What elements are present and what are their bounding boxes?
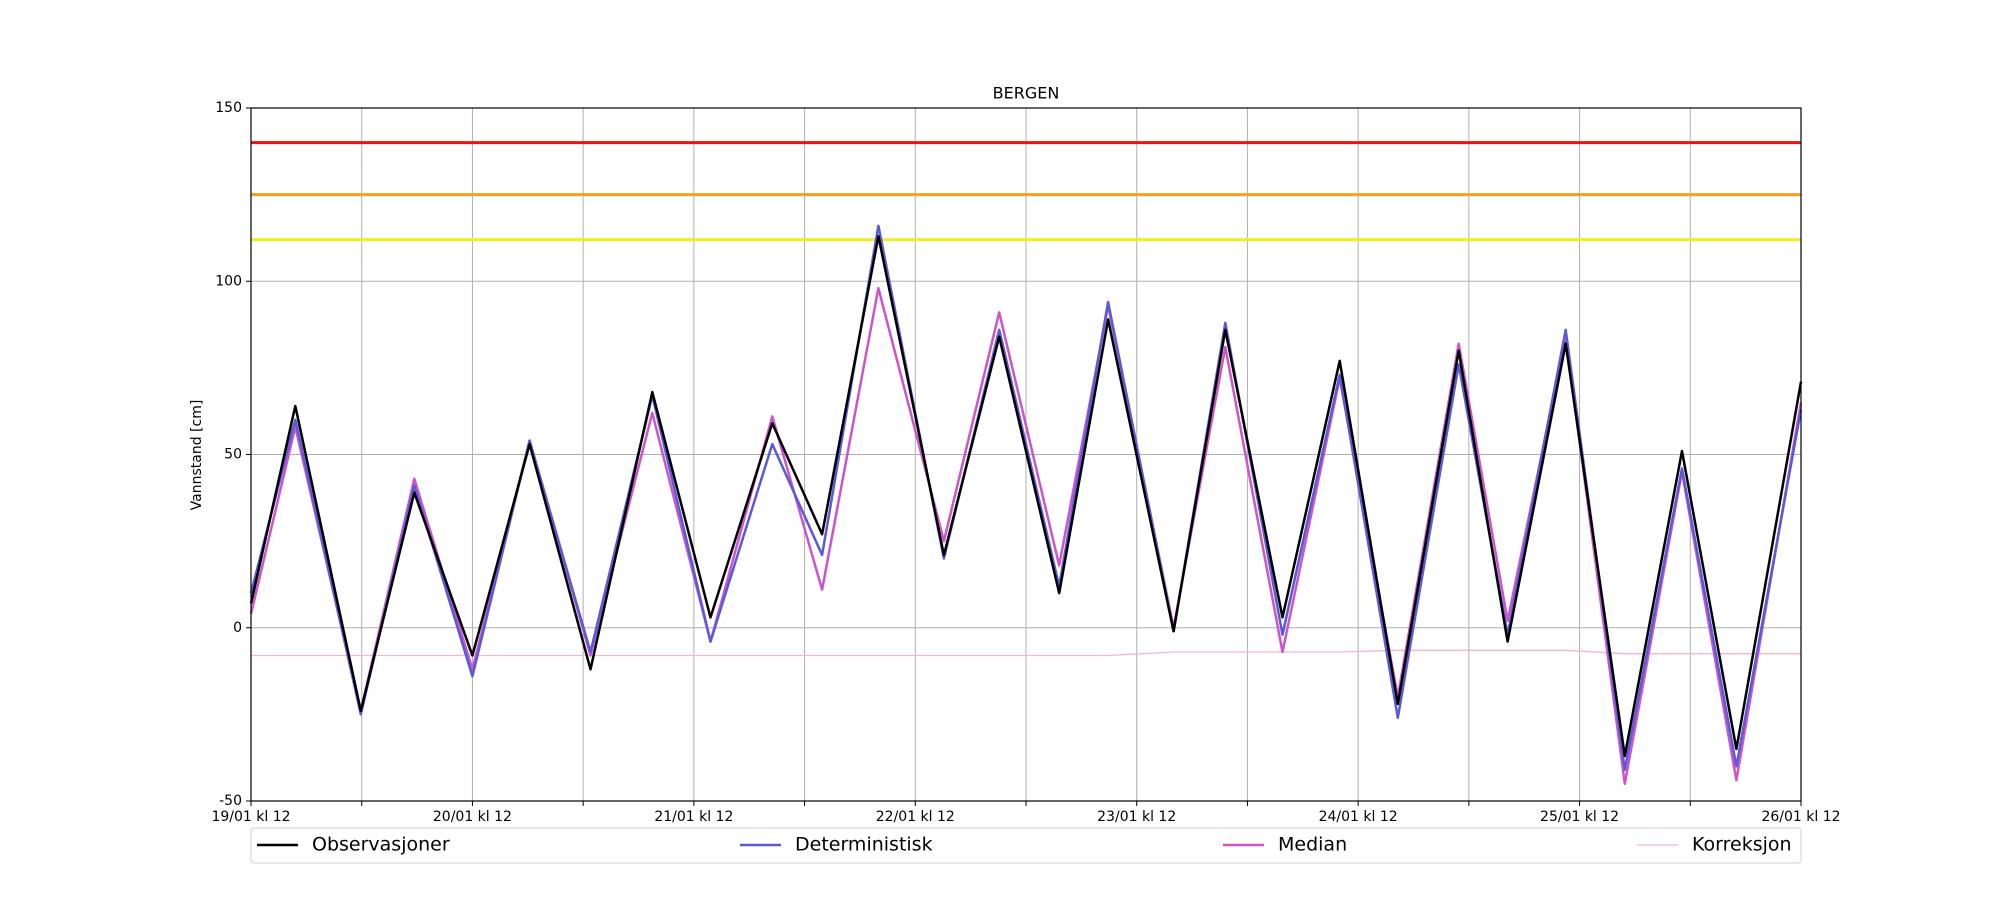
plot-frame: [250, 107, 1802, 802]
x-tick-label: 26/01 kl 12: [1761, 809, 1840, 825]
y-tick-label: -50: [219, 793, 242, 809]
x-tick-label: 25/01 kl 12: [1540, 809, 1619, 825]
y-axis-label: Vannstand [cm]: [189, 400, 205, 511]
x-tick-label: 21/01 kl 12: [654, 809, 733, 825]
legend-label: Observasjoner: [312, 834, 450, 856]
series-line: [249, 224, 1803, 772]
legend-label: Median: [1278, 834, 1347, 856]
series-line: [251, 649, 1801, 657]
x-tick-label: 24/01 kl 12: [1319, 809, 1398, 825]
x-tick-label: 20/01 kl 12: [433, 809, 512, 825]
y-tick-label: 150: [215, 100, 242, 116]
legend-label: Korreksjon: [1692, 834, 1792, 856]
chart-title: BERGEN: [993, 84, 1060, 103]
y-tick-label: 100: [215, 273, 242, 289]
y-tick-label: 0: [233, 620, 242, 636]
x-tick-label: 23/01 kl 12: [1097, 809, 1176, 825]
legend-box: [250, 827, 1802, 864]
x-tick-label: 19/01 kl 12: [211, 809, 290, 825]
y-tick-label: 50: [224, 447, 242, 463]
series-line: [249, 234, 1803, 758]
x-tick-label: 22/01 kl 12: [876, 809, 955, 825]
legend-label: Deterministisk: [795, 834, 933, 856]
